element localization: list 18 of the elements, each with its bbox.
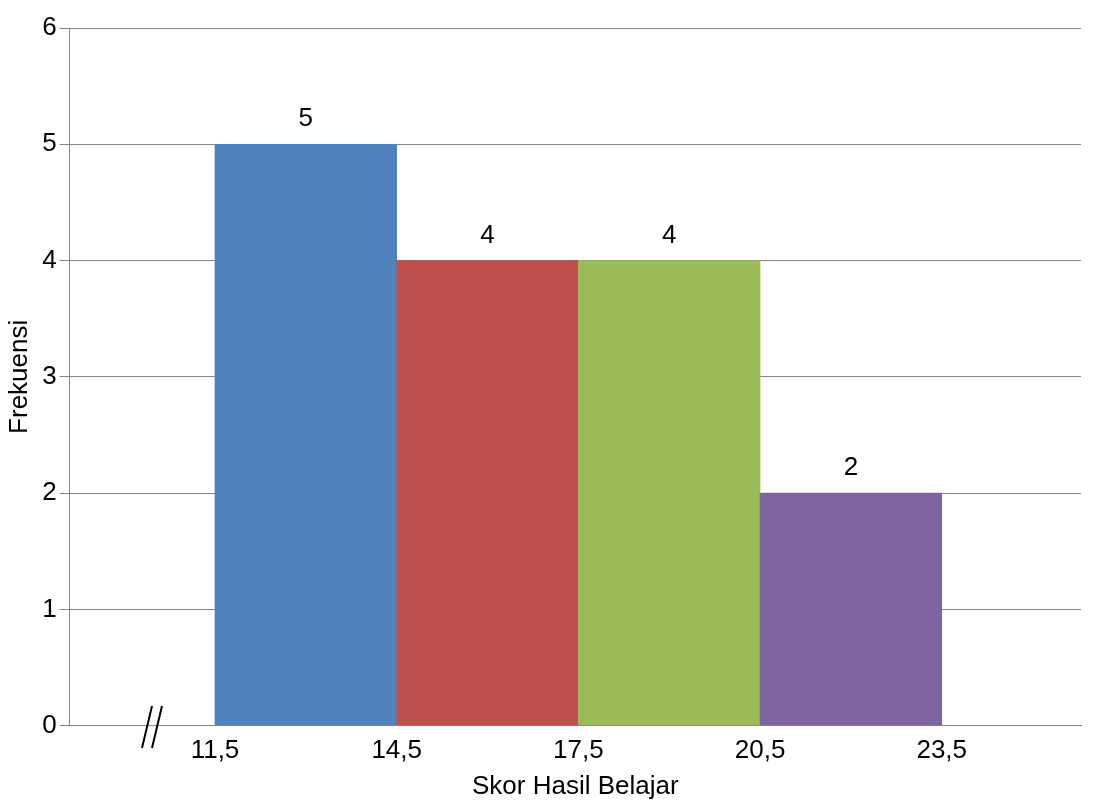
- y-tick-label: 0: [42, 708, 57, 739]
- y-axis-title: Frekuensi: [2, 319, 33, 434]
- y-tick-label: 3: [42, 359, 57, 390]
- x-tick-label: 23,5: [916, 734, 968, 765]
- x-tick-label: 17,5: [553, 734, 604, 765]
- x-axis-title: Skor Hasil Belajar: [472, 769, 679, 800]
- y-tick-label: 5: [42, 127, 57, 158]
- y-tick-label: 2: [42, 476, 57, 507]
- y-tick-label: 6: [42, 11, 57, 42]
- data-label: 5: [298, 102, 314, 133]
- data-label: 4: [661, 218, 677, 249]
- y-tick-label: 4: [42, 243, 57, 274]
- x-tick-label: 11,5: [190, 734, 240, 765]
- data-label: 4: [480, 218, 495, 249]
- data-label: 2: [843, 451, 859, 482]
- y-tick-label: 1: [42, 592, 57, 623]
- x-tick-label: 20,5: [734, 734, 786, 765]
- x-tick-label: 14,5: [371, 734, 422, 765]
